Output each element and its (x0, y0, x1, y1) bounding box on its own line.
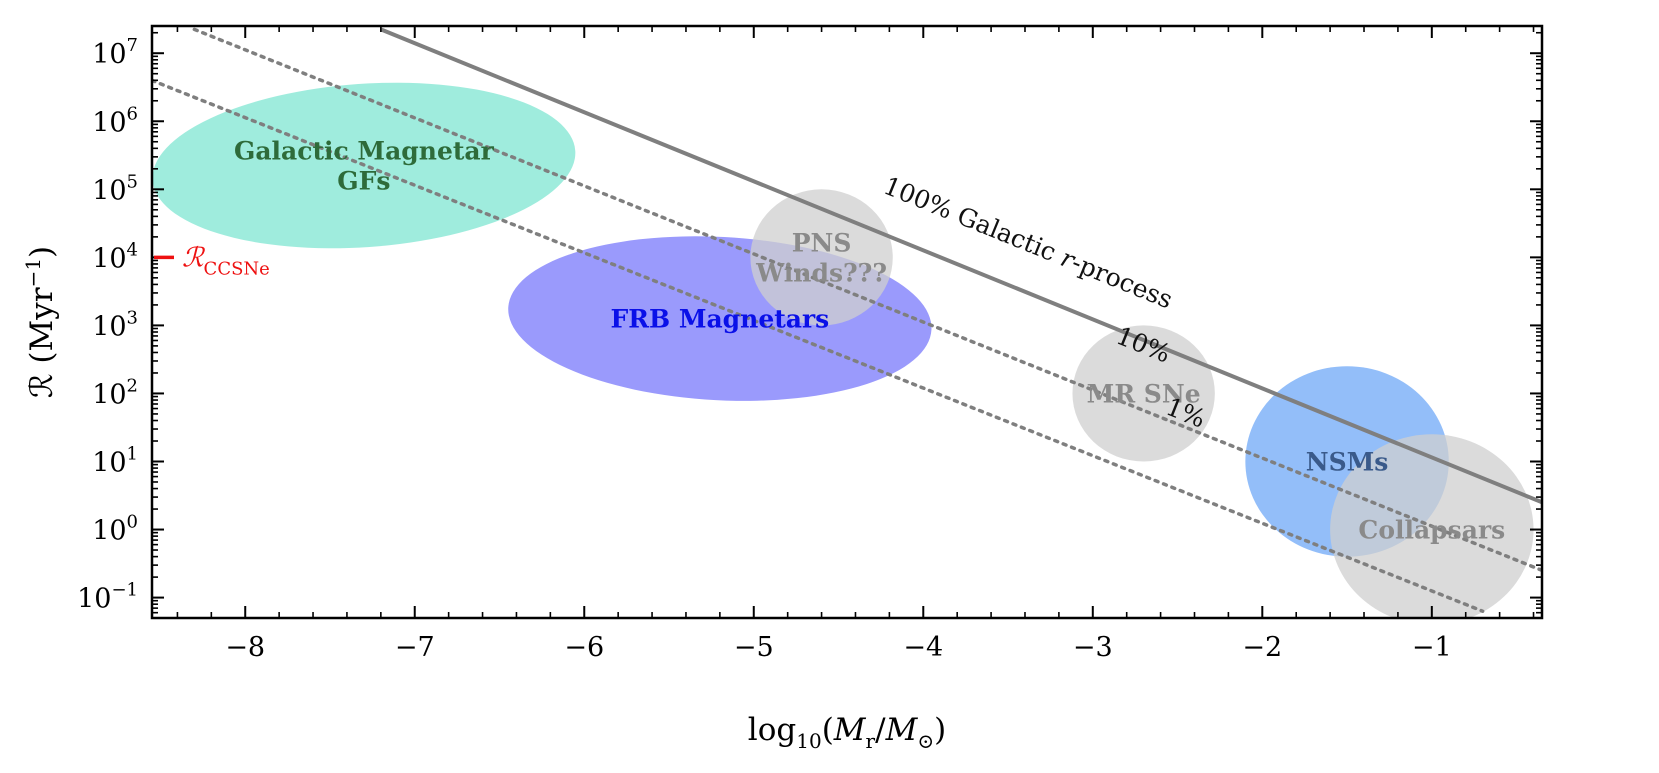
region-label: NSMs (1306, 447, 1389, 476)
y-axis-label: ℛ (Myr−1) (21, 246, 60, 398)
y-tick-label: 104 (92, 239, 138, 274)
y-tick-label: 101 (92, 443, 138, 478)
marker-layer: ℛCCSNe (154, 242, 270, 279)
x-tick-label: −8 (225, 632, 265, 663)
region-label: Winds??? (755, 258, 887, 287)
x-tick-label: −6 (564, 632, 604, 663)
y-tick-label: 102 (92, 375, 138, 410)
x-tick-label: −1 (1412, 632, 1452, 663)
x-tick-label: −7 (395, 632, 435, 663)
y-tick-label: 100 (92, 512, 138, 547)
y-tick-label: 105 (92, 171, 138, 206)
region-label: MR SNe (1087, 379, 1201, 408)
y-tick-label: 10−1 (77, 580, 138, 615)
x-tick-label: −5 (734, 632, 774, 663)
y-tick-label: 103 (92, 307, 138, 342)
lines-layer (152, 27, 1542, 613)
axes-layer: −8 −7 −6 −5 −4 −3 −2 −1 10−1 100 101 102 103 104 105 10… (77, 24, 1544, 663)
line-10- (192, 27, 1542, 573)
x-tick-label: −4 (903, 632, 943, 663)
x-tick-label: −3 (1073, 632, 1113, 663)
region-label: Galactic Magnetar (234, 136, 495, 165)
region-label: Collapsars (1358, 516, 1505, 545)
region-label: FRB Magnetars (610, 305, 829, 334)
plot-frame (150, 24, 1544, 620)
region-label: GFs (337, 166, 390, 195)
x-tick-label: −2 (1242, 632, 1282, 663)
region-label: PNS (792, 228, 852, 257)
y-tick-label: 106 (92, 103, 138, 138)
ccsne-label: ℛCCSNe (182, 242, 270, 279)
x-axis-label: log10(Mr/M⊙) (748, 712, 946, 753)
y-tick-label: 107 (92, 35, 138, 70)
region-mr-sne (1072, 325, 1215, 462)
line-100-galactic-r-process (380, 27, 1542, 505)
